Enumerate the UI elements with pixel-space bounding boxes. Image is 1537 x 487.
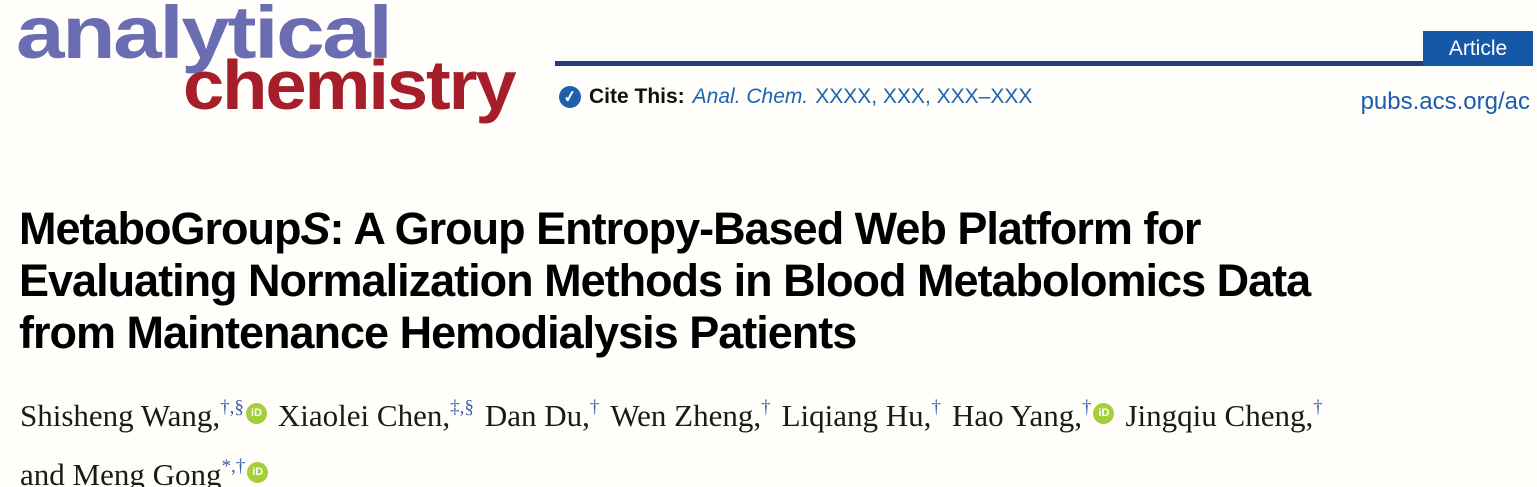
author-affiliation-superscript: †	[931, 397, 941, 418]
header-divider-rule	[555, 61, 1423, 66]
cite-check-icon[interactable]: ✓	[557, 84, 583, 110]
pubs-acs-link[interactable]: pubs.acs.org/ac	[1360, 88, 1530, 115]
author: Shisheng Wang,†,§ iD	[20, 397, 267, 433]
journal-logo-analytical: analytical	[16, 0, 393, 74]
article-title-line2: Evaluating Normalization Methods in Bloo…	[19, 255, 1311, 306]
author: Meng Gong*,† iD	[72, 456, 269, 487]
author-name: Liqiang Hu,	[781, 398, 932, 433]
author-line-1: Shisheng Wang,†,§ iD Xiaolei Chen,‡,§ Dan D…	[20, 382, 1334, 441]
author: Xiaolei Chen,‡,§	[277, 397, 474, 433]
author-name: Meng Gong	[72, 457, 222, 487]
author-name: Xiaolei Chen,	[277, 398, 451, 433]
author-affiliation-superscript: †	[1081, 397, 1092, 418]
author-affiliation-superscript: †	[1313, 397, 1323, 418]
author-name: Hao Yang,	[951, 398, 1082, 433]
cite-reference-placeholder: XXXX, XXX, XXX–XXX	[815, 85, 1033, 108]
author-affiliation-superscript: †,§	[220, 397, 244, 418]
article-type-badge-label: Article	[1448, 36, 1508, 60]
article-type-badge: Article	[1423, 31, 1533, 66]
author: Liqiang Hu,†	[781, 397, 941, 433]
cite-this-label: Cite This:	[589, 85, 685, 108]
cite-journal-abbrev: Anal. Chem.	[692, 85, 809, 108]
author-name: Wen Zheng,	[610, 398, 762, 433]
orcid-icon[interactable]: iD	[1093, 403, 1115, 424]
author: Jingqiu Cheng,†	[1125, 397, 1323, 433]
title-italic-s: S	[300, 203, 330, 254]
author: Dan Du,†	[484, 397, 600, 433]
journal-logo-chemistry: chemistry	[183, 46, 517, 124]
author-affiliation-superscript: †	[761, 397, 771, 418]
author: Wen Zheng,†	[610, 397, 771, 433]
author-name: Shisheng Wang,	[20, 398, 221, 433]
orcid-icon[interactable]: iD	[247, 462, 269, 483]
author-name: Dan Du,	[484, 398, 590, 433]
author-affiliation-superscript: †	[589, 397, 600, 418]
author-affiliation-superscript: ‡,§	[450, 397, 474, 418]
author: Hao Yang,† iD	[951, 397, 1115, 433]
cite-this-row[interactable]: ✓ Cite This: Anal. Chem. XXXX, XXX, XXX–…	[557, 84, 1033, 110]
author-line2-prefix: and	[20, 457, 73, 487]
article-title-line1: MetaboGroupS: A Group Entropy-Based Web …	[19, 203, 1201, 254]
orcid-icon[interactable]: iD	[245, 403, 267, 424]
article-title: MetaboGroupS: A Group Entropy-Based Web …	[19, 203, 1311, 359]
author-byline: Shisheng Wang,†,§ iD Xiaolei Chen,‡,§ Dan D…	[20, 382, 1334, 487]
author-line-2: and Meng Gong*,† iD	[20, 441, 1334, 487]
author-name: Jingqiu Cheng,	[1125, 398, 1314, 433]
article-title-line3: from Maintenance Hemodialysis Patients	[19, 307, 857, 358]
author-affiliation-superscript: *,†	[221, 456, 246, 477]
